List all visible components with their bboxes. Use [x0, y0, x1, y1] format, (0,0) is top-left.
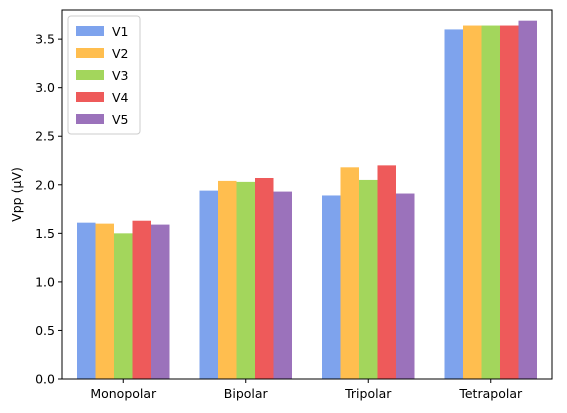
- bars-group: [77, 20, 537, 380]
- bar-v2-bipolar: [218, 180, 237, 379]
- legend-label-v4: V4: [112, 90, 129, 105]
- legend-label-v3: V3: [112, 68, 129, 83]
- legend: V1 V2 V3 V4 V5: [67, 15, 141, 135]
- y-tick-label: 2.5: [35, 129, 55, 144]
- bar-v5-tetrapolar: [518, 20, 537, 380]
- bar-v3-tripolar: [359, 179, 378, 379]
- legend-swatch-v1: [76, 26, 104, 36]
- y-tick-label: 3.5: [35, 32, 55, 47]
- bar-v3-monopolar: [114, 233, 133, 379]
- bar-v5-bipolar: [273, 191, 292, 379]
- y-axis: 0.0 0.5 1.0 1.5 2.0 2.5 3.0 3.5: [35, 32, 62, 387]
- legend-swatch-v3: [76, 70, 104, 80]
- y-axis-label: Vpp (μV): [9, 167, 24, 222]
- bar-v4-tripolar: [377, 165, 396, 379]
- bar-v5-monopolar: [151, 224, 170, 379]
- y-tick-label: 0.5: [35, 323, 55, 338]
- bar-v2-tripolar: [340, 167, 359, 379]
- legend-label-v1: V1: [112, 24, 129, 39]
- bar-v4-bipolar: [255, 177, 274, 379]
- bar-v5-tripolar: [396, 193, 415, 379]
- x-tick-label: Tripolar: [344, 386, 392, 401]
- bar-v2-tetrapolar: [463, 25, 482, 379]
- y-tick-label: 1.5: [35, 226, 55, 241]
- x-tick-label: Bipolar: [224, 386, 269, 401]
- legend-swatch-v2: [76, 48, 104, 58]
- bar-v1-tetrapolar: [444, 29, 463, 379]
- legend-swatch-v4: [76, 92, 104, 102]
- bar-v2-monopolar: [95, 223, 114, 379]
- legend-label-v2: V2: [112, 46, 129, 61]
- bar-v1-tripolar: [322, 195, 341, 379]
- plot-frame: [61, 9, 553, 380]
- bar-v4-monopolar: [132, 220, 151, 379]
- bar-v3-bipolar: [236, 181, 255, 379]
- bar-v1-monopolar: [77, 222, 96, 379]
- legend-swatch-v5: [76, 114, 104, 124]
- bar-v3-tetrapolar: [481, 25, 500, 379]
- y-tick-label: 0.0: [35, 372, 55, 387]
- y-tick-label: 1.0: [35, 274, 55, 289]
- x-tick-label: Tetrapolar: [458, 386, 523, 401]
- x-tick-label: Monopolar: [90, 386, 157, 401]
- bar-v4-tetrapolar: [500, 25, 519, 379]
- x-axis: Monopolar Bipolar Tripolar Tetrapolar: [90, 379, 523, 401]
- bar-v1-bipolar: [199, 190, 218, 379]
- y-tick-label: 2.0: [35, 177, 55, 192]
- y-tick-label: 3.0: [35, 80, 55, 95]
- legend-label-v5: V5: [112, 112, 129, 127]
